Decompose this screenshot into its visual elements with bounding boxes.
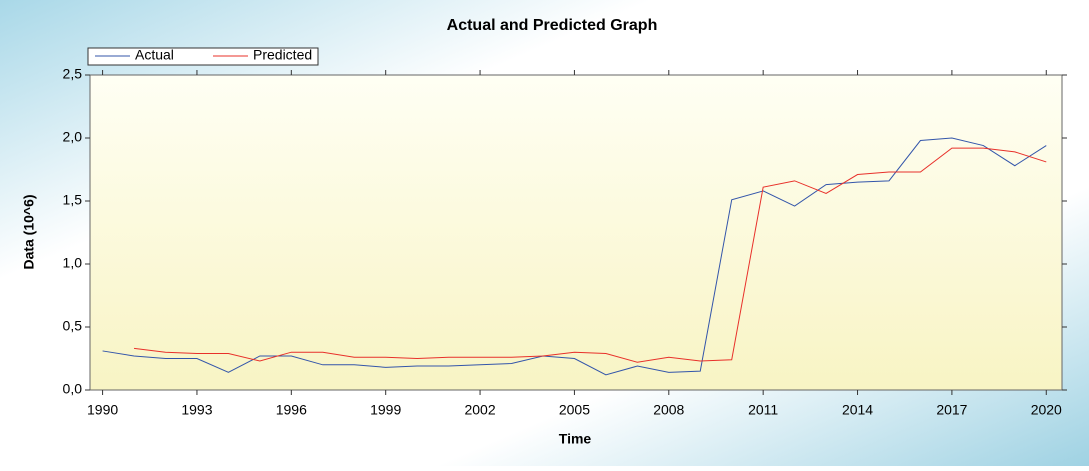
x-tick-label: 2005 [559, 402, 590, 418]
chart-title: Actual and Predicted Graph [447, 17, 658, 34]
x-tick-label: 2014 [842, 402, 873, 418]
x-tick-label: 2002 [464, 402, 495, 418]
x-axis-label: Time [559, 431, 592, 447]
y-tick-label: 0,5 [63, 318, 83, 334]
series-line [102, 137, 1047, 376]
legend-label: Predicted [253, 47, 312, 63]
x-tick-label: 2020 [1031, 402, 1062, 418]
plot-area [89, 74, 1063, 391]
x-tick-label: 1996 [276, 402, 307, 418]
y-tick-label: 0,0 [63, 381, 83, 397]
y-tick-label: 2,5 [63, 66, 83, 82]
y-tick-label: 1,0 [63, 255, 83, 271]
x-tick-label: 2017 [936, 402, 967, 418]
x-tick-label: 2011 [748, 402, 778, 418]
legend-label: Actual [135, 47, 174, 63]
series-line [133, 147, 1047, 363]
y-tick-label: 2,0 [63, 129, 83, 145]
x-tick-label: 1993 [181, 402, 212, 418]
x-tick-label: 1990 [87, 402, 118, 418]
legend [87, 47, 319, 66]
y-tick-label: 1,5 [63, 192, 83, 208]
x-tick-label: 1999 [370, 402, 401, 418]
y-axis-label: Data (10^6) [21, 194, 37, 269]
x-tick-label: 2008 [653, 402, 684, 418]
